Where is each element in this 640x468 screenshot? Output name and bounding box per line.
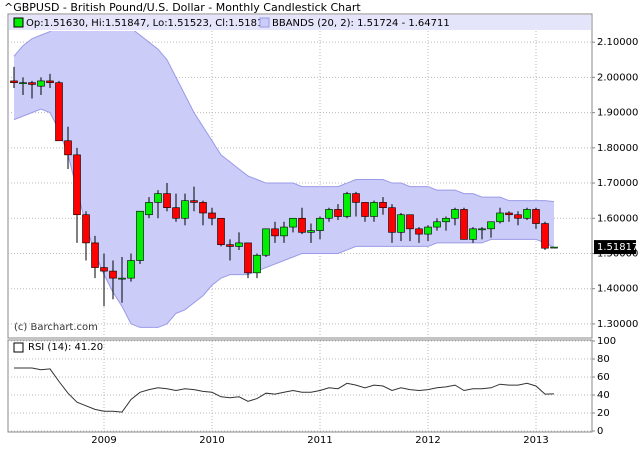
legend-bar [9, 15, 591, 30]
ohlc-legend: Op:1.51630, Hi:1.51847, Lo:1.51523, Cl:1… [26, 18, 270, 29]
candle-body [226, 244, 234, 247]
candle-body [406, 214, 414, 230]
candle-body [181, 200, 189, 219]
candle-body [91, 242, 99, 268]
candle-body [550, 246, 558, 249]
candle-body [127, 260, 135, 279]
candle-body [37, 80, 45, 87]
candle-body [352, 193, 360, 203]
candle-body [469, 228, 477, 240]
candle-body [190, 200, 198, 203]
y-tick-label: 1.40000 [597, 284, 638, 295]
y-tick-label: 1.90000 [597, 108, 638, 119]
candle-body [262, 228, 270, 256]
y-tick-label: 2.00000 [597, 72, 638, 83]
candle-body [478, 228, 486, 231]
rsi-panel [7, 339, 593, 433]
candle-body [163, 193, 171, 208]
candle-body [73, 154, 81, 216]
x-tick-label: 2013 [523, 435, 548, 446]
y-tick-label: 40 [597, 390, 610, 401]
candle-body [451, 209, 459, 219]
candle-body [55, 82, 63, 142]
x-tick-label: 2010 [199, 435, 224, 446]
candle-body [397, 214, 405, 233]
candle-body [496, 212, 504, 223]
candle-body [487, 221, 495, 230]
candle-body [235, 242, 243, 247]
legend-swatch [13, 17, 24, 28]
candle-body [19, 82, 27, 84]
candle-body [343, 193, 351, 217]
bollinger-band [14, 31, 554, 328]
candle-body [109, 270, 117, 279]
candle-body [424, 226, 432, 235]
last-price-label: 1.51817 [597, 242, 638, 253]
candle-body [316, 217, 324, 231]
candle-body [505, 212, 513, 216]
credit: (c) Barchart.com [14, 322, 98, 333]
price-plot [10, 31, 558, 328]
candle-body [28, 82, 36, 85]
band-upper [13, 31, 555, 203]
candle-body [145, 202, 153, 216]
rsi-line [14, 367, 555, 413]
chart-title: ^GBPUSD - British Pound/U.S. Dollar - Mo… [4, 1, 361, 14]
candle-body [532, 209, 540, 224]
candle-body [217, 217, 225, 245]
y-tick-label: 1.30000 [597, 319, 638, 330]
candle-body [154, 193, 162, 203]
y-tick-label: 2.10000 [597, 37, 638, 48]
candle-body [253, 254, 261, 274]
candle-body [442, 217, 450, 223]
candle-body [289, 217, 297, 228]
x-tick-label: 2012 [415, 435, 440, 446]
bands-legend: BBANDS (20, 2): 1.51724 - 1.64711 [272, 18, 450, 29]
candle-body [433, 221, 441, 228]
candle-body [298, 217, 306, 233]
candle-body [460, 209, 468, 240]
candle-body [82, 214, 90, 244]
candle-body [541, 223, 549, 249]
candle-body [172, 207, 180, 219]
candle-body [244, 242, 252, 274]
candle-body [523, 209, 531, 219]
price-panel [7, 13, 593, 339]
legend-swatch [13, 342, 24, 353]
candle-body [334, 209, 342, 217]
candle-body [10, 80, 18, 83]
y-tick-label: 80 [597, 354, 610, 365]
candle-body [379, 202, 387, 208]
candle-body [199, 202, 207, 214]
candle-body [280, 226, 288, 237]
y-tick-label: 1.80000 [597, 143, 638, 154]
candle-body [388, 207, 396, 233]
last-price-box [594, 240, 636, 255]
y-tick-label: 1.70000 [597, 178, 638, 189]
x-tick-label: 2011 [307, 435, 332, 446]
candle-body [514, 214, 522, 219]
candle-body [100, 267, 108, 272]
y-tick-label: 60 [597, 372, 610, 383]
candle-body [208, 212, 216, 219]
candle-body [415, 228, 423, 235]
candle-body [325, 209, 333, 219]
y-tick-label: 0 [597, 426, 603, 437]
candle-body [307, 230, 315, 233]
candle-body [136, 210, 144, 261]
y-tick-label: 100 [597, 336, 616, 347]
candle-body [64, 140, 72, 156]
y-tick-label: 20 [597, 408, 610, 419]
legend-swatch [259, 17, 270, 28]
y-tick-label: 1.60000 [597, 213, 638, 224]
candle-body [118, 277, 126, 280]
candle-body [46, 80, 54, 83]
candle-body [361, 202, 369, 217]
x-tick-label: 2009 [91, 435, 116, 446]
candle-body [271, 228, 279, 237]
rsi-legend: RSI (14): 41.20 [28, 342, 103, 353]
candle-body [370, 202, 378, 217]
